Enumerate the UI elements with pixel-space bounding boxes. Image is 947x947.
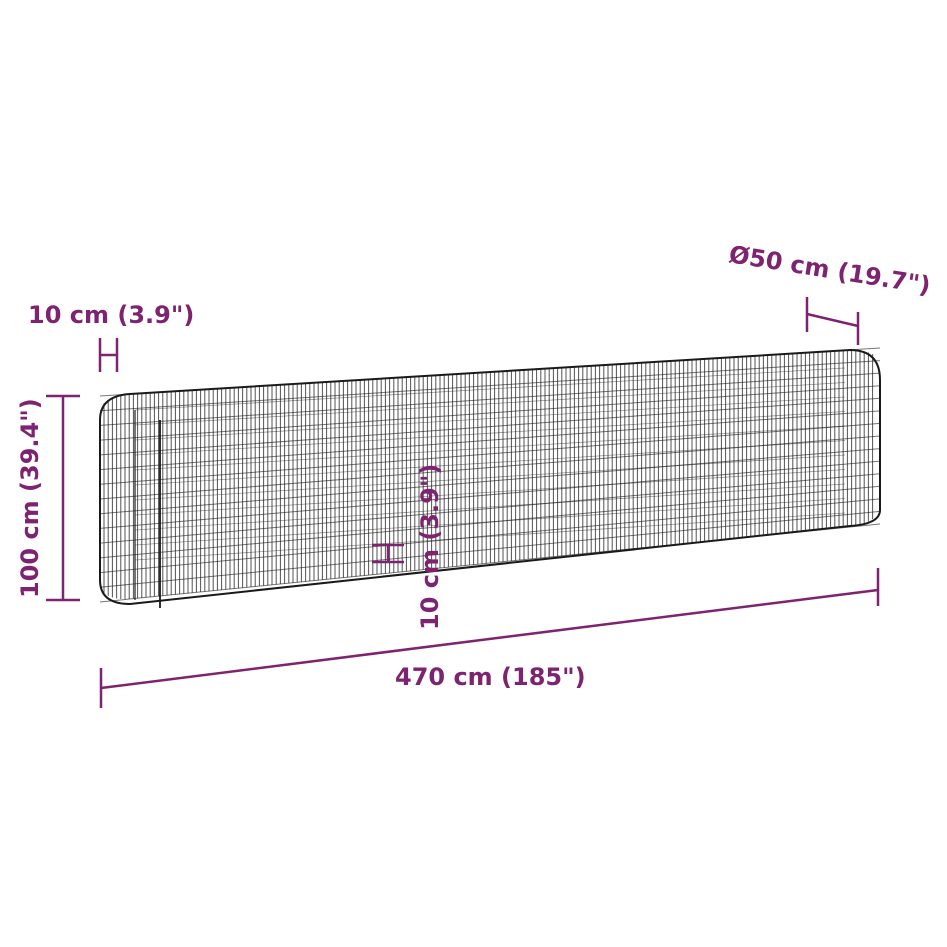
wire xyxy=(99,372,881,426)
wire xyxy=(99,385,881,441)
wire xyxy=(134,483,846,531)
wire xyxy=(99,435,881,500)
wire xyxy=(99,448,881,515)
wire xyxy=(134,396,846,441)
wire xyxy=(134,382,846,426)
thickness-top-marker xyxy=(98,338,119,372)
diameter-label: Ø50 cm (19.7") xyxy=(727,240,932,299)
length-marker xyxy=(99,568,880,708)
wire xyxy=(134,367,846,411)
wire xyxy=(134,469,846,516)
wire xyxy=(134,425,846,471)
wire xyxy=(99,498,881,574)
wire xyxy=(99,422,881,485)
thickness-mid-label: 10 cm (3.9") xyxy=(416,464,444,630)
gabion-outline xyxy=(99,348,881,606)
wire xyxy=(99,485,881,559)
length-label: 470 cm (185") xyxy=(395,663,586,691)
wire xyxy=(134,498,846,546)
thickness-top-label: 10 cm (3.9") xyxy=(28,301,194,329)
diameter-marker xyxy=(805,297,860,345)
wire xyxy=(134,411,846,456)
wire xyxy=(99,397,881,456)
thickness-mid-marker xyxy=(372,543,404,564)
wire xyxy=(134,512,846,561)
wire xyxy=(99,510,881,588)
gabion-planter-wire-mesh xyxy=(99,347,881,608)
height-label: 100 cm (39.4") xyxy=(16,398,44,598)
wire xyxy=(99,460,881,529)
wire xyxy=(99,473,881,544)
wire xyxy=(99,360,881,412)
height-marker xyxy=(46,394,80,602)
wire xyxy=(134,454,846,501)
wire xyxy=(99,410,881,471)
wire xyxy=(134,440,846,486)
